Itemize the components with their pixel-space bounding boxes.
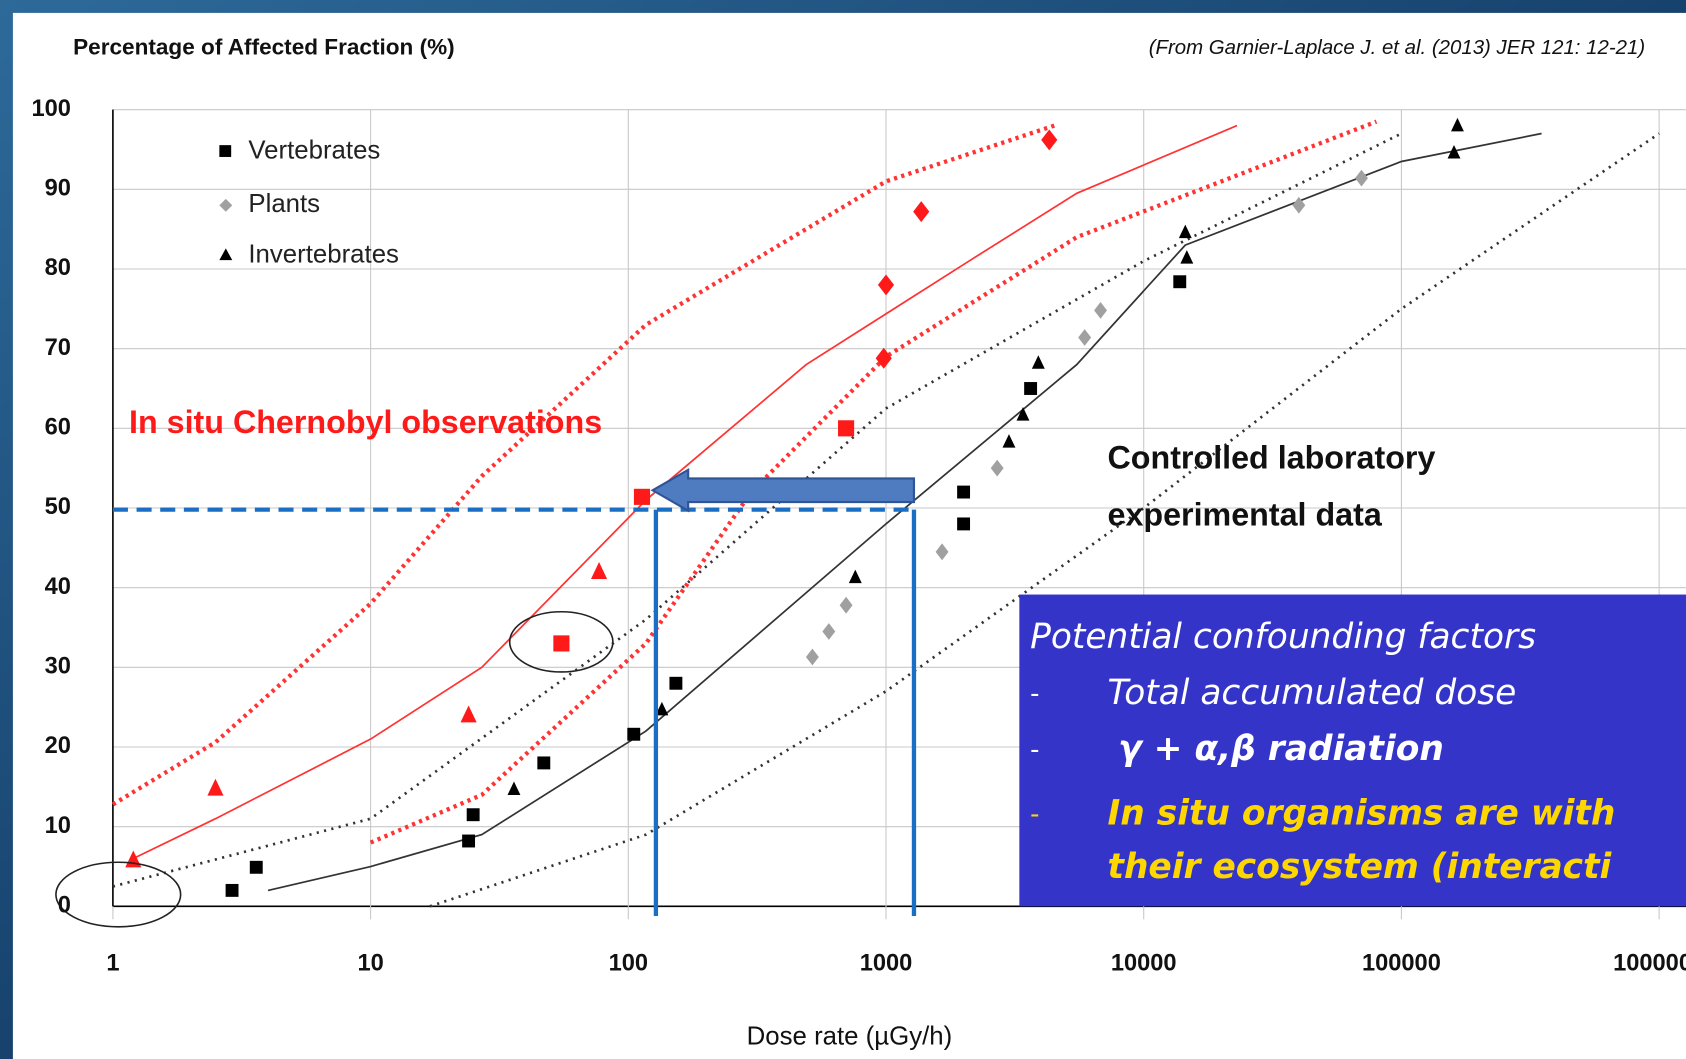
box-text: γ + α,β radiation [1118,729,1444,769]
box-text: In situ organisms are with [1108,793,1616,833]
point [875,347,892,369]
annotation: experimental data [1108,497,1383,533]
box-text: their ecosystem (interacti [1108,847,1613,887]
point [590,562,608,579]
point [1002,434,1016,448]
legend-marker [219,248,233,261]
legend-label: Plants [248,190,320,218]
point [1024,382,1038,395]
point [537,756,551,770]
box [1019,594,1686,907]
y-axis-title: Percentage of Affected Fraction (%) [73,34,455,59]
bullet: - [1030,735,1039,765]
point [1178,224,1192,239]
circle [508,610,614,673]
legend: Vertebrates Plants Invertebrates [219,136,399,269]
point [1447,144,1461,159]
point [990,459,1004,477]
box-text: Total accumulated dose [1108,673,1517,713]
point [957,517,971,531]
point [935,543,949,561]
point [633,488,651,505]
highlight [55,467,917,928]
y-tick-label: 50 [45,494,71,520]
point [913,201,930,223]
legend-marker [219,198,233,212]
point [462,834,476,848]
bullet: - [1030,799,1039,829]
x-tick-label: 10000 [1111,951,1177,977]
point [1173,275,1187,289]
point [1016,407,1030,421]
y-tick-label: 40 [45,574,71,600]
point [805,648,819,666]
y-tick-label: 0 [58,893,71,919]
x-tick-label: 100000 [1362,951,1441,977]
point [249,860,263,874]
point [957,485,971,499]
point [848,569,862,584]
legend-label: Invertebrates [248,241,399,269]
circle [55,861,182,928]
point [877,274,895,296]
point [1031,355,1045,369]
y-tick-label: 80 [45,255,71,281]
legend-marker [219,145,232,157]
x-tick-label: 1000 [860,951,913,977]
y-tick-label: 60 [45,415,71,441]
legend-label: Vertebrates [248,136,380,164]
point [839,596,853,614]
curve [267,132,1542,892]
point [1451,117,1464,132]
bullet: - [1030,679,1039,709]
factors-box: Potential confounding factors - Total ac… [1019,594,1686,907]
point [207,778,224,796]
box-text: Potential confounding factors [1030,617,1536,657]
curve [429,132,1660,908]
point [838,420,855,437]
point [553,635,570,652]
point [466,808,480,822]
points [125,117,1464,897]
point [1041,129,1058,151]
point [1180,250,1194,264]
point [460,705,477,723]
y-tick-label: 10 [45,813,71,839]
annotation: In situ Chernobyl observations [129,404,602,440]
point [1078,329,1092,346]
x-tick-label: 1000000 [1613,951,1686,977]
y-tick-label: 30 [45,654,71,680]
point [669,676,683,690]
annotation: Controlled laboratory [1108,440,1436,476]
point [225,883,239,897]
x-tick-label: 10 [357,951,383,977]
curve [111,123,1056,807]
source: (From Garnier-Laplace J. et al. (2013) J… [1149,37,1645,59]
point [655,701,669,716]
x-axis-title: Dose rate (µGy/h) [747,1022,953,1050]
x-tick-label: 100 [609,951,648,977]
x-tick-label: 1 [106,951,119,977]
point [627,727,641,741]
point [507,781,521,796]
arrow [650,467,916,513]
y-tick-label: 70 [45,335,71,361]
y-tick-label: 90 [45,176,71,202]
y-tick-label: 20 [45,733,71,759]
y-tick-label: 100 [32,96,71,122]
point [1094,302,1108,319]
